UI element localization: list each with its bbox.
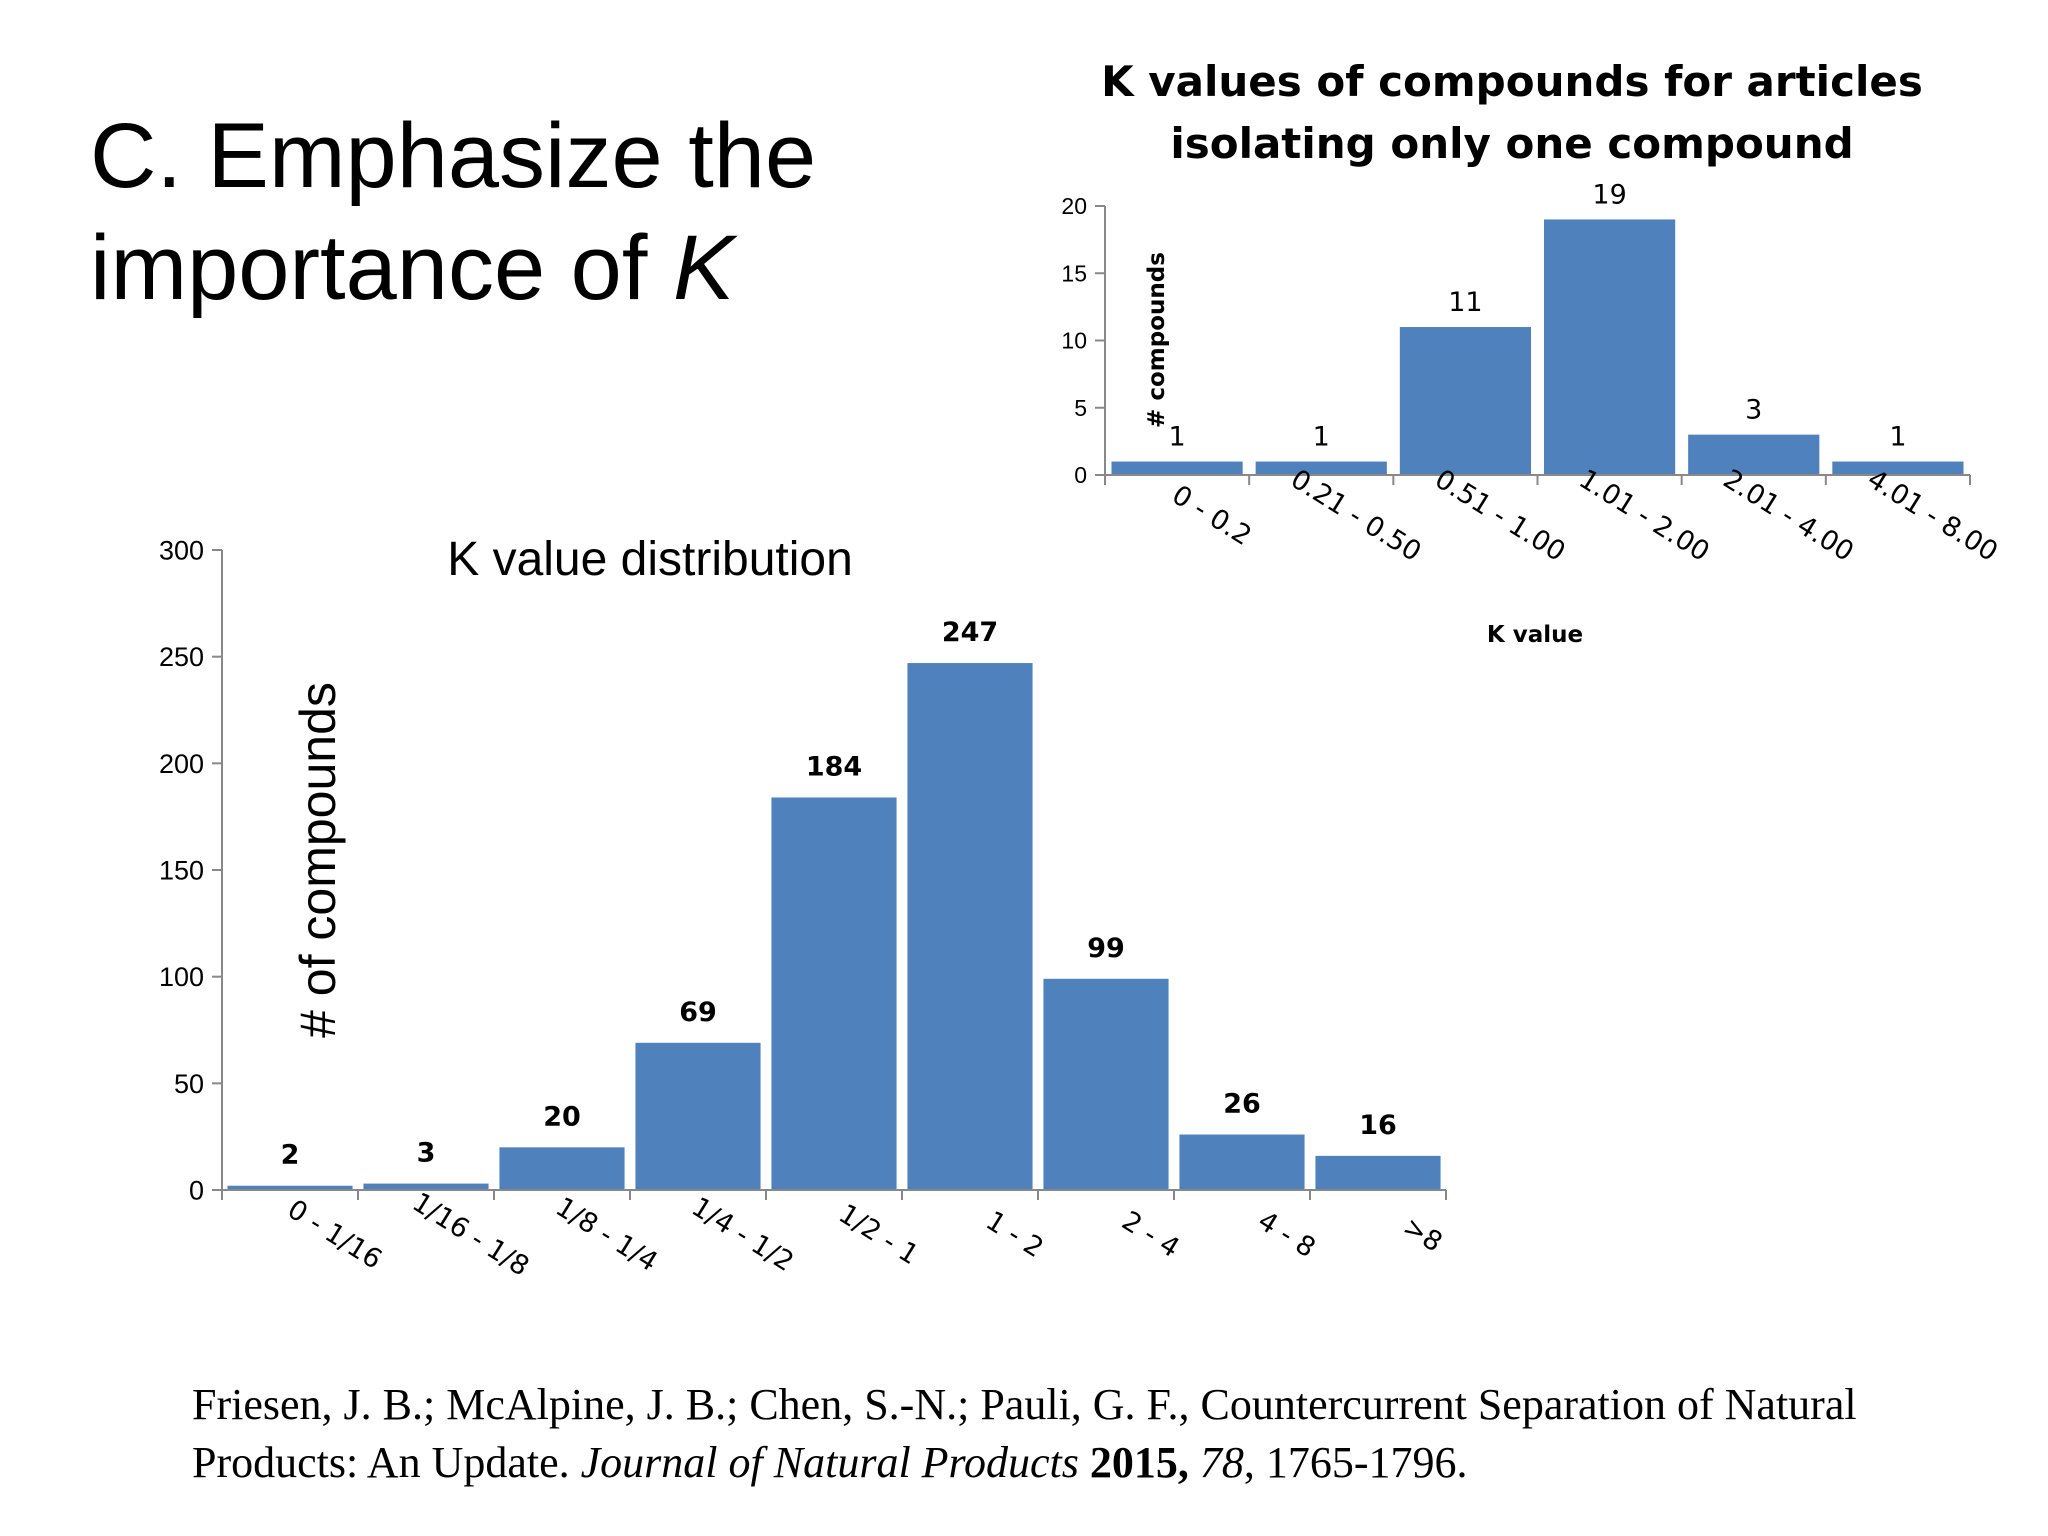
main-bars: [227, 663, 1441, 1190]
main-data-label: 184: [806, 751, 862, 782]
inset-category-label: 0.51 - 1.00: [1429, 464, 1570, 568]
inset-labels: 0 5 10 15 20 1 0 - 0.2 1 0.21 - 0.50 11 0.51 - 1.0…: [1061, 57, 2003, 648]
main-y-axis-label: # of compounds: [290, 682, 346, 1038]
inset-y-tick-label: 10: [1061, 328, 1087, 354]
main-data-label: 20: [543, 1101, 581, 1132]
inset-y-tick-label: 0: [1074, 462, 1087, 488]
main-data-label: 16: [1359, 1110, 1397, 1141]
inset-bar: [1399, 327, 1532, 475]
citation-journal: Journal of Natural Products: [580, 1438, 1079, 1487]
main-bar: [363, 1183, 489, 1190]
inset-x-axis-label: K value: [1487, 622, 1583, 648]
main-y-tick-label: 0: [189, 1175, 204, 1205]
main-data-label: 3: [417, 1138, 436, 1169]
main-data-label: 26: [1223, 1089, 1261, 1120]
main-data-label: 99: [1087, 933, 1125, 964]
inset-category-label: 0.21 - 0.50: [1285, 464, 1426, 568]
inset-axes: [1095, 205, 1971, 485]
citation-volume: 78: [1188, 1438, 1244, 1487]
main-y-tick-label: 200: [159, 749, 204, 779]
citation: Friesen, J. B.; McAlpine, J. B.; Chen, S…: [192, 1376, 1972, 1492]
inset-data-label: 19: [1592, 179, 1626, 210]
citation-pages: , 1765-1796.: [1243, 1438, 1468, 1487]
inset-y-tick-label: 5: [1074, 395, 1087, 421]
main-bar: [1043, 978, 1169, 1190]
slide-title: C. Emphasize the importance of K: [90, 100, 990, 324]
main-bar: [227, 1185, 353, 1190]
slide-title-prefix: importance of: [90, 217, 673, 319]
main-y-tick-label: 250: [159, 642, 204, 672]
main-bar: [635, 1042, 761, 1190]
inset-data-label: 3: [1745, 395, 1762, 426]
inset-category-label: 2.01 - 4.00: [1718, 464, 1859, 568]
inset-bar: [1255, 461, 1387, 475]
inset-y-tick-label: 20: [1061, 193, 1087, 219]
main-axes: [212, 549, 1447, 1200]
inset-y-axis-label: # compounds: [1144, 252, 1170, 428]
main-bar: [771, 797, 897, 1190]
slide-title-line-2: importance of K: [90, 212, 990, 324]
slide-title-line-1: C. Emphasize the: [90, 105, 817, 207]
inset-bar: [1543, 219, 1676, 475]
main-data-label: 2: [281, 1140, 300, 1171]
inset-y-tick-label: 15: [1061, 260, 1087, 286]
inset-data-label: 1: [1168, 422, 1185, 453]
main-bar: [1179, 1134, 1305, 1190]
main-y-tick-label: 100: [159, 962, 204, 992]
main-data-label: 247: [942, 617, 998, 648]
main-bar: [499, 1147, 625, 1190]
main-y-tick-label: 300: [159, 535, 204, 565]
main-y-tick-label: 150: [159, 855, 204, 885]
citation-year: 2015,: [1078, 1438, 1189, 1487]
main-bar: [907, 663, 1033, 1190]
inset-category-label: 4.01 - 8.00: [1862, 464, 2003, 568]
inset-data-label: 1: [1889, 422, 1906, 453]
citation-authors: Friesen, J. B.; McAlpine, J. B.; Chen, S…: [192, 1380, 1857, 1487]
inset-category-label: 1.01 - 2.00: [1573, 464, 1714, 568]
inset-data-label: 1: [1313, 422, 1330, 453]
inset-bar: [1832, 461, 1964, 475]
inset-data-label: 11: [1448, 287, 1482, 318]
inset-bars: [1111, 219, 1964, 475]
inset-bar: [1688, 434, 1820, 475]
inset-bar: [1111, 461, 1243, 475]
inset-title-line: isolating only one compound: [1170, 119, 1853, 168]
inset-category-label: 0 - 0.2: [1166, 480, 1256, 552]
main-data-label: 69: [679, 997, 717, 1028]
inset-title-line: K values of compounds for articles: [1101, 57, 1923, 106]
main-title: K value distribution: [447, 533, 853, 586]
main-bar: [1315, 1155, 1441, 1190]
slide-title-k: K: [672, 217, 735, 319]
main-y-tick-label: 50: [174, 1069, 204, 1099]
